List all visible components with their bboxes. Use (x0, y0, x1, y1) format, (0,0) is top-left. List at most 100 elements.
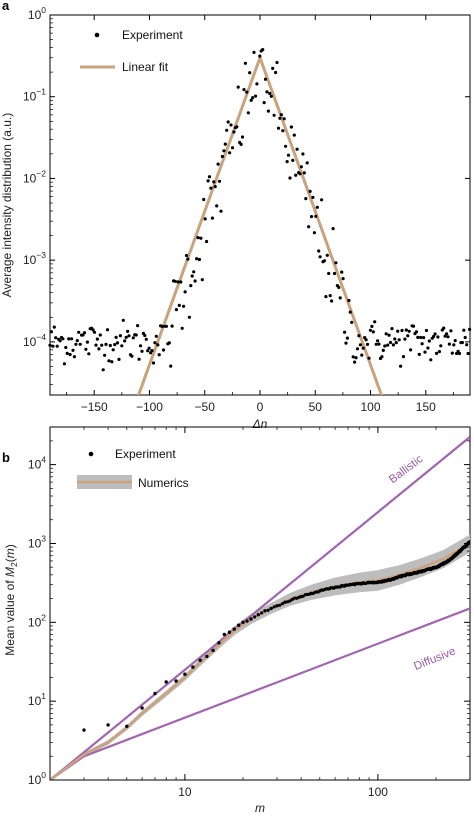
experiment-point (452, 343, 456, 347)
y-tick-label: 101 (28, 691, 46, 708)
experiment-point (311, 195, 315, 199)
experiment-point (355, 347, 360, 351)
experiment-point (229, 123, 233, 127)
experiment-point (325, 253, 329, 257)
experiment-point (370, 324, 374, 328)
experiment-point (390, 327, 394, 331)
experiment-point (91, 328, 95, 332)
experiment-point (157, 353, 161, 357)
panel-b-y-ticks: 100 101 102 103 104 (28, 426, 470, 787)
experiment-point (334, 261, 338, 265)
experiment-point (120, 344, 124, 348)
experiment-point (324, 295, 328, 299)
experiment-point (131, 336, 135, 340)
experiment-point (278, 603, 282, 607)
experiment-point (144, 337, 148, 341)
experiment-point (74, 342, 78, 346)
experiment-point (282, 117, 286, 121)
experiment-point (232, 130, 236, 134)
experiment-point (197, 257, 201, 262)
experiment-point (236, 85, 240, 89)
experiment-point (174, 679, 178, 683)
experiment-point (239, 142, 243, 146)
experiment-point (235, 125, 239, 129)
experiment-point (82, 331, 87, 335)
experiment-point (193, 279, 197, 283)
experiment-point (442, 326, 446, 330)
experiment-point (117, 357, 121, 361)
panel-a-label: a (2, 0, 10, 13)
legend-experiment-label: Experiment (122, 28, 183, 42)
experiment-point (111, 348, 115, 352)
experiment-point (70, 337, 74, 341)
experiment-point (432, 334, 436, 339)
experiment-point (437, 350, 441, 354)
experiment-point (101, 368, 105, 372)
experiment-point (183, 672, 187, 676)
experiment-point (49, 330, 54, 334)
experiment-point (262, 101, 266, 105)
experiment-point (377, 342, 381, 346)
experiment-point (72, 355, 76, 359)
experiment-point (153, 691, 157, 696)
experiment-point (248, 71, 252, 75)
experiment-point (156, 343, 160, 347)
experiment-point (108, 343, 112, 348)
experiment-point (404, 328, 408, 332)
experiment-point (78, 342, 82, 346)
experiment-point (280, 602, 284, 606)
experiment-point (283, 600, 287, 604)
experiment-point (305, 161, 309, 165)
experiment-point (223, 142, 227, 146)
experiment-point (189, 284, 193, 288)
experiment-point (75, 339, 79, 343)
experiment-point (322, 259, 326, 263)
y-tick-label: 100 (28, 5, 46, 22)
experiment-point (397, 338, 401, 342)
experiment-point (179, 280, 183, 284)
experiment-point (169, 364, 173, 368)
y-tick-label: 10−1 (23, 87, 46, 104)
panel-a-x-ticks: −150 −100 −50 0 50 100 150 (66, 15, 454, 414)
experiment-point (174, 308, 178, 312)
experiment-point (314, 214, 318, 218)
experiment-point (68, 352, 72, 357)
experiment-point (92, 330, 97, 334)
experiment-point (167, 341, 171, 345)
experiment-point (331, 227, 335, 231)
y-tick-label: 10−3 (23, 250, 46, 267)
experiment-point (220, 154, 224, 159)
experiment-point (82, 728, 86, 732)
experiment-point (261, 48, 265, 52)
experiment-point (251, 96, 255, 100)
experiment-point (449, 329, 453, 333)
experiment-point (187, 315, 191, 319)
experiment-point (199, 236, 203, 240)
experiment-point (465, 343, 469, 347)
experiment-point (124, 335, 128, 339)
experiment-point (343, 330, 347, 334)
experiment-point (195, 257, 199, 261)
experiment-point (318, 255, 322, 259)
experiment-point (374, 342, 378, 346)
experiment-point (320, 198, 324, 202)
y-tick-label: 10−2 (23, 168, 46, 185)
experiment-point (450, 351, 454, 355)
experiment-point (255, 82, 259, 86)
experiment-point (64, 345, 68, 350)
experiment-point (350, 320, 354, 324)
experiment-point (409, 348, 413, 352)
experiment-point (426, 346, 430, 350)
panel-b-plot-area (50, 436, 470, 780)
experiment-point (126, 329, 130, 333)
experiment-point (274, 70, 278, 75)
experiment-point (210, 216, 214, 220)
experiment-point (285, 600, 290, 604)
experiment-point (216, 162, 220, 166)
experiment-point (219, 209, 223, 213)
experiment-point (364, 338, 368, 342)
ballistic-line (50, 436, 470, 780)
experiment-point (151, 361, 156, 365)
experiment-point (416, 335, 420, 339)
